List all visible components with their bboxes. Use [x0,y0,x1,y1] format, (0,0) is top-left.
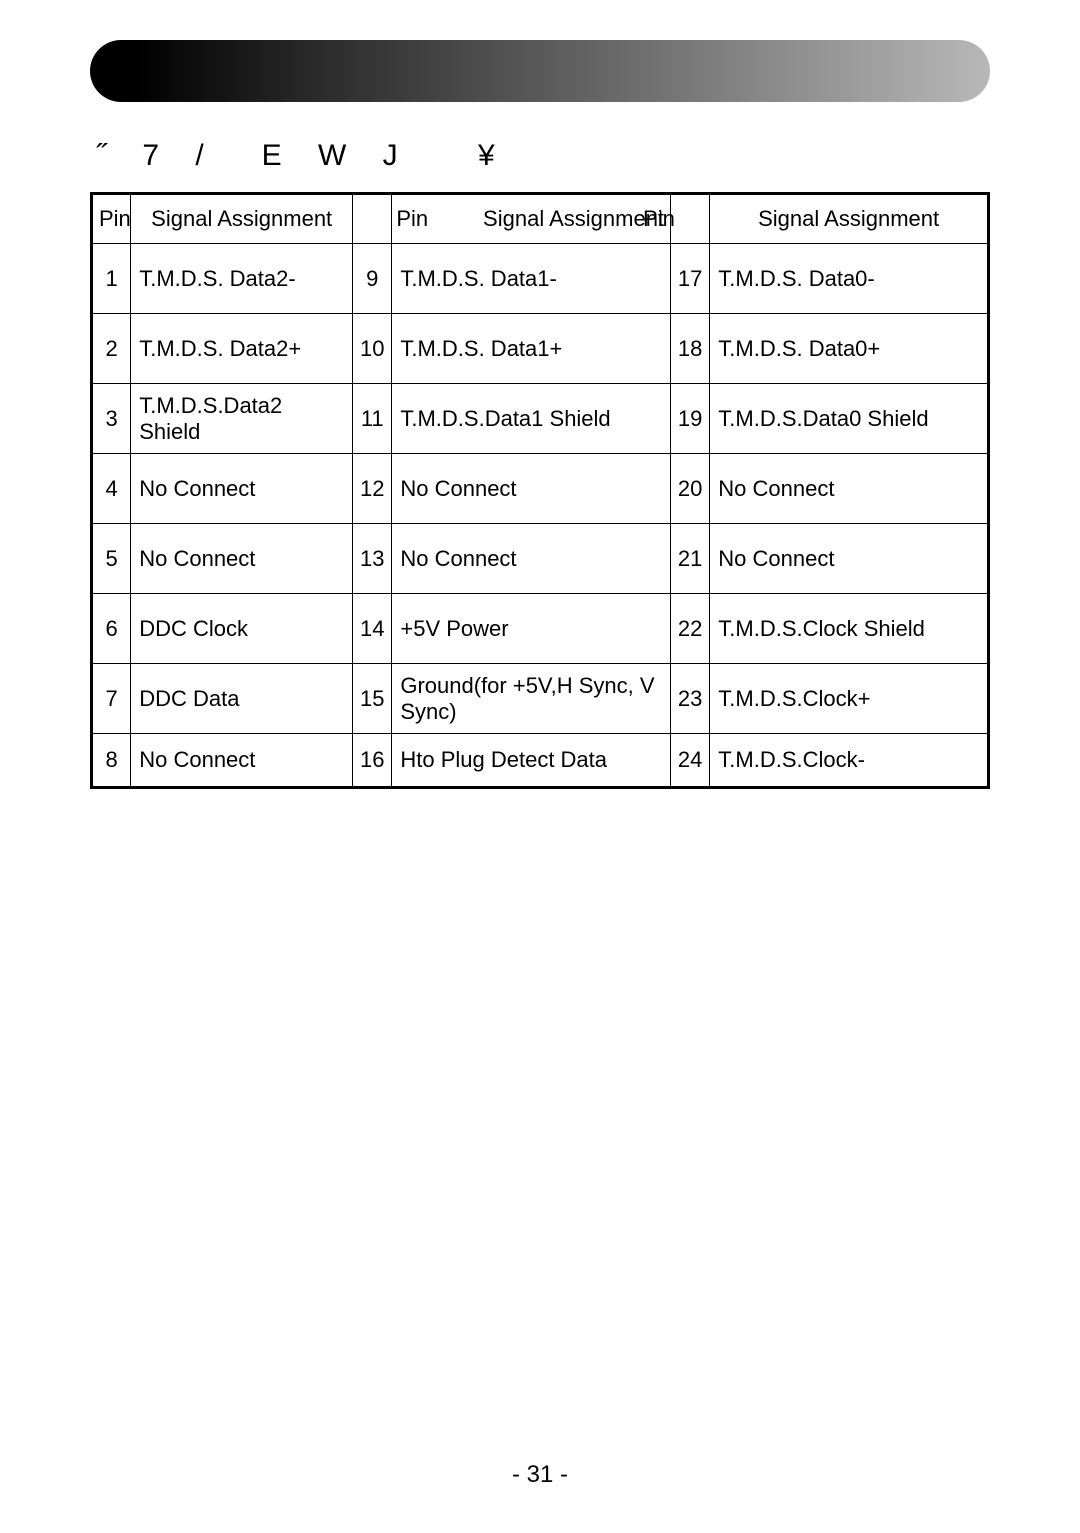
pin-cell: 2 [92,314,131,384]
pin-cell: 15 [353,664,392,734]
signal-cell: T.M.D.S. Data1+ [392,314,671,384]
table-row: 7DDC Data15Ground(for +5V,H Sync, V Sync… [92,664,989,734]
table-body: 1T.M.D.S. Data2-9T.M.D.S. Data1-17T.M.D.… [92,244,989,788]
col-header-signal-1: Signal Assignment [131,194,353,244]
col-header-pin-2-cell [353,194,392,244]
signal-cell: T.M.D.S. Data2+ [131,314,353,384]
table-row: 5No Connect13No Connect21No Connect [92,524,989,594]
signal-cell: Hto Plug Detect Data [392,734,671,788]
page-number: - 31 - [0,1461,1080,1489]
pin-cell: 24 [671,734,710,788]
table-header: Pin Signal Assignment Pin Signal Assignm… [92,194,989,244]
header-gradient-bar [90,40,990,102]
pin-cell: 18 [671,314,710,384]
pin-cell: 16 [353,734,392,788]
pin-cell: 4 [92,454,131,524]
pin-cell: 10 [353,314,392,384]
table-row: 8No Connect16Hto Plug Detect Data24T.M.D… [92,734,989,788]
pin-cell: 9 [353,244,392,314]
signal-cell: T.M.D.S. Data1- [392,244,671,314]
signal-cell: Ground(for +5V,H Sync, V Sync) [392,664,671,734]
signal-cell: T.M.D.S. Data0- [710,244,989,314]
signal-cell: No Connect [710,524,989,594]
pin-cell: 22 [671,594,710,664]
col-header-pin-1: Pin [92,194,131,244]
pin-cell: 7 [92,664,131,734]
signal-cell: T.M.D.S.Clock Shield [710,594,989,664]
pin-assignment-table: Pin Signal Assignment Pin Signal Assignm… [90,192,990,789]
signal-cell: No Connect [131,734,353,788]
signal-cell: T.M.D.S. Data0+ [710,314,989,384]
col-header-signal-2-label: Signal Assignment [483,206,664,232]
pin-cell: 12 [353,454,392,524]
pin-cell: 6 [92,594,131,664]
signal-cell: T.M.D.S.Data1 Shield [392,384,671,454]
pin-cell: 8 [92,734,131,788]
pin-cell: 1 [92,244,131,314]
pin-cell: 11 [353,384,392,454]
table-row: 2T.M.D.S. Data2+10T.M.D.S. Data1+18T.M.D… [92,314,989,384]
signal-cell: T.M.D.S.Clock- [710,734,989,788]
table-row: 3T.M.D.S.Data2 Shield11T.M.D.S.Data1 Shi… [92,384,989,454]
table-row: 1T.M.D.S. Data2-9T.M.D.S. Data1-17T.M.D.… [92,244,989,314]
signal-cell: +5V Power [392,594,671,664]
signal-cell: No Connect [131,524,353,594]
signal-cell: DDC Clock [131,594,353,664]
pin-cell: 19 [671,384,710,454]
signal-cell: No Connect [392,454,671,524]
col-header-signal-3: Signal Assignment [710,194,989,244]
document-page: ˝ 7 / E W J ¥ Pin Signal Assignment Pin … [0,0,1080,1533]
signal-cell: T.M.D.S. Data2- [131,244,353,314]
signal-cell: T.M.D.S.Data0 Shield [710,384,989,454]
table-row: 4No Connect12No Connect20No Connect [92,454,989,524]
signal-cell: DDC Data [131,664,353,734]
pin-cell: 17 [671,244,710,314]
pin-cell: 14 [353,594,392,664]
pin-cell: 3 [92,384,131,454]
signal-cell: No Connect [131,454,353,524]
signal-cell: T.M.D.S.Data2 Shield [131,384,353,454]
col-header-pin-3-label: Pin [643,206,675,232]
signal-cell: T.M.D.S.Clock+ [710,664,989,734]
pin-cell: 21 [671,524,710,594]
pin-cell: 23 [671,664,710,734]
pin-cell: 5 [92,524,131,594]
pin-cell: 13 [353,524,392,594]
signal-cell: No Connect [710,454,989,524]
col-header-pin-3-cell: Pin [671,194,710,244]
section-title: ˝ 7 / E W J ¥ [96,130,990,174]
table-row: 6DDC Clock14+5V Power22T.M.D.S.Clock Shi… [92,594,989,664]
signal-cell: No Connect [392,524,671,594]
pin-cell: 20 [671,454,710,524]
col-header-signal-2: Pin Signal Assignment [392,194,671,244]
col-header-pin-2-label: Pin [396,206,428,232]
